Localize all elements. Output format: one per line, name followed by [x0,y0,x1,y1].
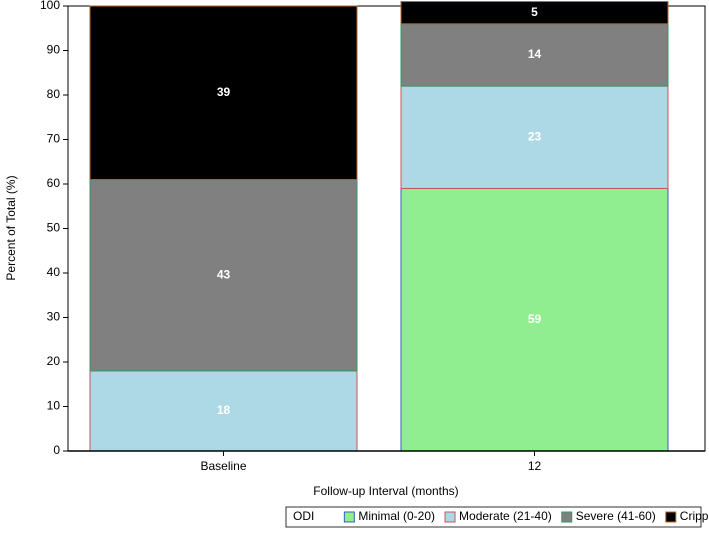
value-label: 43 [217,267,231,281]
y-tick-label: 50 [47,221,61,235]
legend-label: Crippled (61-80) [680,509,709,523]
y-tick-label: 20 [47,354,61,368]
legend-frame [285,506,702,528]
bar-segment [400,1,669,25]
value-label: 14 [528,47,542,61]
legend-swatch [561,511,573,523]
x-axis-label: Follow-up Interval (months) [313,484,458,498]
bar-segment [400,85,669,189]
bar-segment [89,370,358,452]
value-label: 18 [217,403,231,417]
y-axis-label: Percent of Total (%) [4,175,18,280]
value-label: 59 [528,312,542,326]
y-tick-label: 90 [47,43,61,57]
y-tick-label: 70 [47,132,61,146]
legend-swatch [343,511,355,523]
value-label: 5 [531,5,538,19]
y-tick-label: 10 [47,399,61,413]
legend-label: Moderate (21-40) [459,509,552,523]
y-tick-label: 80 [47,87,61,101]
y-tick-label: 100 [40,0,60,12]
bar-segment [89,5,358,181]
value-label: 23 [528,129,542,143]
x-tick-label: Baseline [200,459,246,473]
x-tick-label: 12 [528,459,542,473]
y-tick-label: 30 [47,310,61,324]
bar-segment [400,23,669,87]
y-tick-label: 60 [47,176,61,190]
legend-label: Severe (41-60) [576,509,656,523]
value-label: 39 [217,85,231,99]
legend-swatch [444,511,456,523]
legend-swatch [665,511,677,523]
bar-segment [400,187,669,452]
y-tick-label: 40 [47,265,61,279]
legend-label: Minimal (0-20) [358,509,435,523]
y-tick-label: 0 [53,443,60,457]
legend-title: ODI [293,509,314,523]
